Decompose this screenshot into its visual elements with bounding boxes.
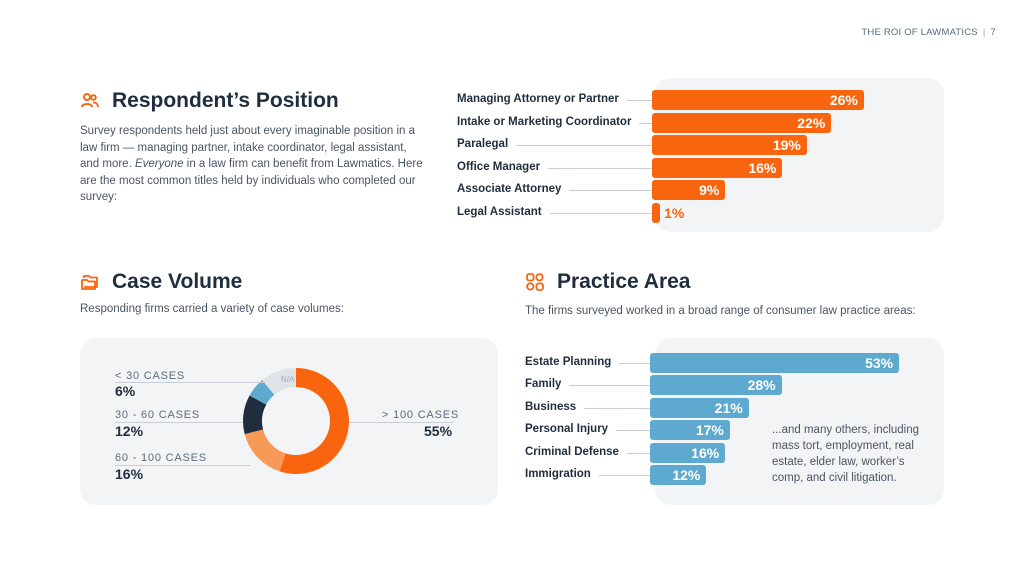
case-volume-title: Case Volume xyxy=(112,270,243,293)
practice-area-description: The firms surveyed worked in a broad ran… xyxy=(525,305,916,317)
folder-icon xyxy=(80,272,100,292)
respondent-section-title: Respondent’s Position xyxy=(80,89,339,113)
bar-value-label: 1% xyxy=(664,205,685,221)
bar-label: Criminal Defense xyxy=(525,445,627,458)
bar-value-label: 19% xyxy=(772,137,801,154)
donut-leader-line xyxy=(115,465,250,466)
donut-value-label: 16% xyxy=(115,466,144,482)
bar xyxy=(650,397,749,418)
bar-value-label: 9% xyxy=(699,182,720,199)
bar-leader-line xyxy=(457,145,652,147)
bar-label: Managing Attorney or Partner xyxy=(457,93,627,105)
donut-value-label: 6% xyxy=(115,383,136,399)
respondent-title: Respondent’s Position xyxy=(112,89,339,112)
donut-category-label: 30 - 60 CASES xyxy=(115,409,200,421)
bar-value-label: 16% xyxy=(691,444,720,461)
bar-value-label: 53% xyxy=(865,355,894,371)
people-icon xyxy=(80,91,100,111)
bar-value-label: 21% xyxy=(714,399,743,416)
bar-leader-line xyxy=(457,213,652,214)
respondent-text-emphasis: Everyone xyxy=(134,158,184,170)
practice-area-note: ...and many others, including mass tort,… xyxy=(772,424,920,484)
bar-label: Legal Assistant xyxy=(457,206,550,218)
donut-category-label: > 100 CASES xyxy=(382,409,459,421)
case-volume-description: Responding firms carried a variety of ca… xyxy=(80,303,344,315)
case-volume-section-title: Case Volume xyxy=(80,270,242,294)
bar-leader-line xyxy=(525,385,650,387)
bar xyxy=(652,203,661,223)
document-header: THE ROI OF LAWMATICS | 7 xyxy=(861,27,996,38)
bar-leader-line xyxy=(457,167,652,169)
donut-category-label: < 30 CASES xyxy=(115,370,186,382)
grid-icon xyxy=(525,272,545,292)
bar xyxy=(650,353,900,373)
bar xyxy=(652,90,864,110)
bar xyxy=(652,135,807,156)
donut-leader-line xyxy=(349,422,454,423)
bar xyxy=(650,420,730,441)
bar-value-label: 16% xyxy=(748,159,777,176)
bar xyxy=(652,112,832,133)
bar xyxy=(650,465,707,485)
donut-leader-line xyxy=(115,422,243,423)
practice-area-section-title: Practice Area xyxy=(525,270,690,294)
respondent-description: Survey respondents held just about every… xyxy=(80,123,425,206)
respondent-text-b: in a law firm can benefit from Lawmatics… xyxy=(80,158,423,203)
bar xyxy=(650,375,782,396)
bar xyxy=(652,180,726,201)
bar-label: Office Manager xyxy=(457,160,549,173)
bar-label: Estate Planning xyxy=(525,356,620,368)
bar-value-label: 28% xyxy=(747,377,776,394)
bar-label: Associate Attorney xyxy=(457,183,570,196)
respondent-text-a: Survey respondents held just about every… xyxy=(80,125,415,170)
page-number: 7 xyxy=(990,27,996,38)
bar-value-label: 17% xyxy=(695,422,724,439)
donut-value-label: 12% xyxy=(115,423,144,439)
donut-leader-line xyxy=(115,382,265,383)
bar-label: Personal Injury xyxy=(525,423,617,436)
donut-category-label: 60 - 100 CASES xyxy=(115,452,207,464)
bar-label: Intake or Marketing Coordinator xyxy=(457,115,640,128)
donut-value-label: 55% xyxy=(424,423,453,439)
document-title: THE ROI OF LAWMATICS xyxy=(861,27,978,38)
bar xyxy=(650,442,726,463)
bar-label: Business xyxy=(525,400,585,413)
practice-area-title: Practice Area xyxy=(557,270,691,293)
bar xyxy=(652,157,783,178)
bar-label: Family xyxy=(525,378,570,391)
bar-leader-line xyxy=(525,407,650,409)
bar-label: Paralegal xyxy=(457,138,517,151)
bar-value-label: 26% xyxy=(829,92,858,108)
bar-value-label: 12% xyxy=(672,467,701,483)
bar-value-label: 22% xyxy=(797,114,826,131)
bar-label: Immigration xyxy=(525,468,599,480)
header-separator: | xyxy=(982,27,986,38)
